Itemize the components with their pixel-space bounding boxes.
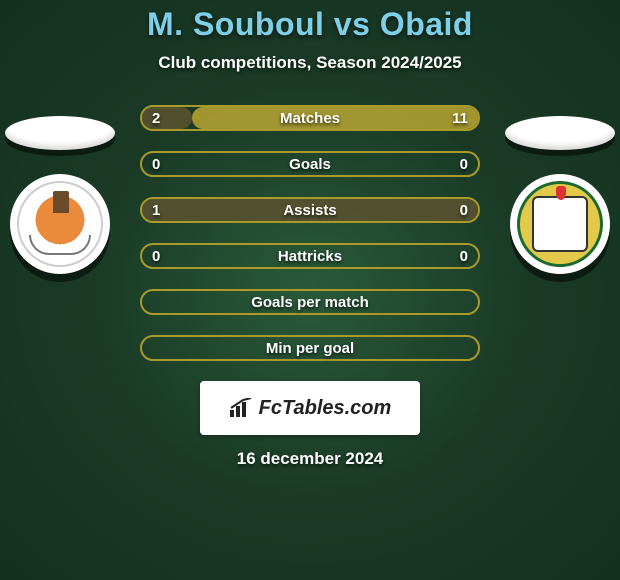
brand-label: FcTables.com — [259, 397, 392, 420]
stat-label: Goals — [142, 156, 478, 173]
stat-row: 0 0Hattricks — [140, 243, 480, 269]
subtitle: Club competitions, Season 2024/2025 — [158, 53, 461, 73]
left-club-badge — [10, 174, 110, 274]
stat-right-value: 0 — [460, 202, 468, 219]
brand-chart-icon — [229, 398, 253, 418]
stat-left-value: 1 — [152, 202, 160, 219]
page-title: M. Souboul vs Obaid — [147, 6, 473, 43]
right-player-column — [500, 116, 620, 274]
stat-fill-left — [142, 199, 478, 221]
stat-left-value: 0 — [152, 156, 160, 173]
left-player-column — [0, 116, 120, 274]
stat-label: Hattricks — [142, 248, 478, 265]
left-country-flag — [5, 116, 115, 150]
stat-fill-left — [142, 107, 192, 129]
stats-list: 211Matches00Goals10Assists00HattricksGoa… — [140, 105, 480, 361]
stat-right-value: 11 — [452, 110, 468, 127]
stat-right-value: 0 — [460, 156, 468, 173]
stat-fill-right — [192, 107, 478, 129]
ittihad-badge-icon — [517, 181, 603, 267]
date-label: 16 december 2024 — [237, 449, 384, 469]
right-club-badge — [510, 174, 610, 274]
stat-label: Min per goal — [142, 340, 478, 357]
stat-row: Min per goal — [140, 335, 480, 361]
stat-row: 10Assists — [140, 197, 480, 223]
right-country-flag — [505, 116, 615, 150]
brand-box[interactable]: FcTables.com — [200, 381, 420, 435]
stat-row: Goals per match — [140, 289, 480, 315]
comparison-card: M. Souboul vs Obaid Club competitions, S… — [0, 0, 620, 580]
stat-left-value: 2 — [152, 110, 160, 127]
stat-right-value: 0 — [460, 248, 468, 265]
stat-left-value: 0 — [152, 248, 160, 265]
stat-row: 211Matches — [140, 105, 480, 131]
ajman-badge-icon — [17, 181, 103, 267]
stat-label: Goals per match — [142, 294, 478, 311]
stat-row: 0 0Goals — [140, 151, 480, 177]
